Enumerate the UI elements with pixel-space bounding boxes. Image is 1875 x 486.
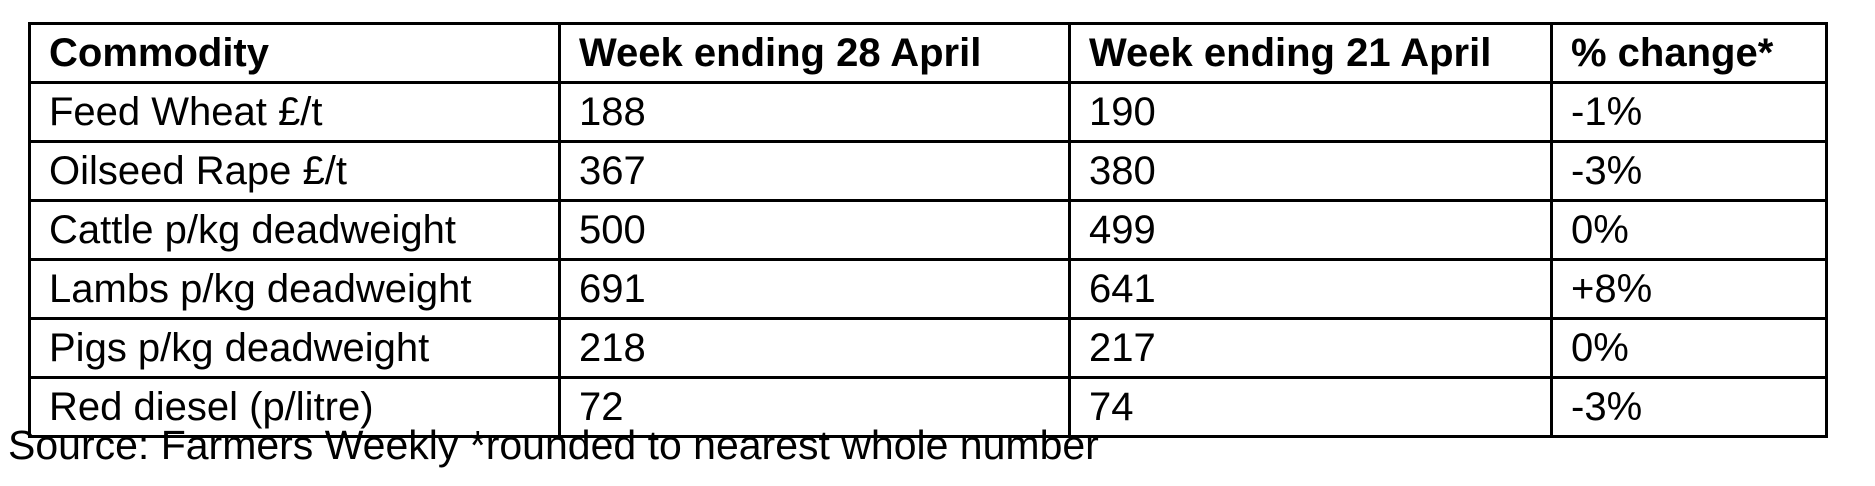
source-note: Source: Farmers Weekly *rounded to neare… [8,422,1099,468]
table-row: Pigs p/kg deadweight 218 217 0% [28,317,1828,379]
table-row: Feed Wheat £/t 188 190 -1% [28,81,1828,143]
pct-change-cell: -1% [1550,81,1828,143]
column-header-pct-change: % change* [1550,22,1828,84]
week-21-value-cell: 217 [1068,317,1553,379]
week-28-value-cell: 500 [558,199,1071,261]
table-row: Lambs p/kg deadweight 691 641 +8% [28,258,1828,320]
commodity-cell: Pigs p/kg deadweight [28,317,561,379]
table-header: Commodity Week ending 28 April Week endi… [28,22,1828,84]
pct-change-cell: +8% [1550,258,1828,320]
table-row: Oilseed Rape £/t 367 380 -3% [28,140,1828,202]
week-28-value-cell: 367 [558,140,1071,202]
week-21-value-cell: 380 [1068,140,1553,202]
commodity-cell: Red diesel (p/litre) [28,376,561,438]
week-21-value-cell: 499 [1068,199,1553,261]
column-header-week-ending-28-april: Week ending 28 April [558,22,1071,84]
week-21-value-cell: 190 [1068,81,1553,143]
week-28-value-cell: 72 [558,376,1071,438]
week-28-value-cell: 188 [558,81,1071,143]
commodity-cell: Oilseed Rape £/t [28,140,561,202]
column-header-week-ending-21-april: Week ending 21 April [1068,22,1553,84]
commodity-cell: Feed Wheat £/t [28,81,561,143]
table-body: Feed Wheat £/t 188 190 -1% Oilseed Rape … [28,81,1828,438]
commodity-cell: Lambs p/kg deadweight [28,258,561,320]
week-28-value-cell: 691 [558,258,1071,320]
week-28-value-cell: 218 [558,317,1071,379]
week-21-value-cell: 641 [1068,258,1553,320]
table-row: Red diesel (p/litre) 72 74 -3% [28,376,1828,438]
table-row: Cattle p/kg deadweight 500 499 0% [28,199,1828,261]
week-21-value-cell: 74 [1068,376,1553,438]
pct-change-cell: 0% [1550,317,1828,379]
commodity-cell: Cattle p/kg deadweight [28,199,561,261]
commodity-price-table: Commodity Week ending 28 April Week endi… [28,22,1828,438]
header-row: Commodity Week ending 28 April Week endi… [28,22,1828,84]
commodity-price-table-container: Commodity Week ending 28 April Week endi… [28,22,1828,438]
pct-change-cell: -3% [1550,140,1828,202]
column-header-commodity: Commodity [28,22,561,84]
pct-change-cell: 0% [1550,199,1828,261]
pct-change-cell: -3% [1550,376,1828,438]
